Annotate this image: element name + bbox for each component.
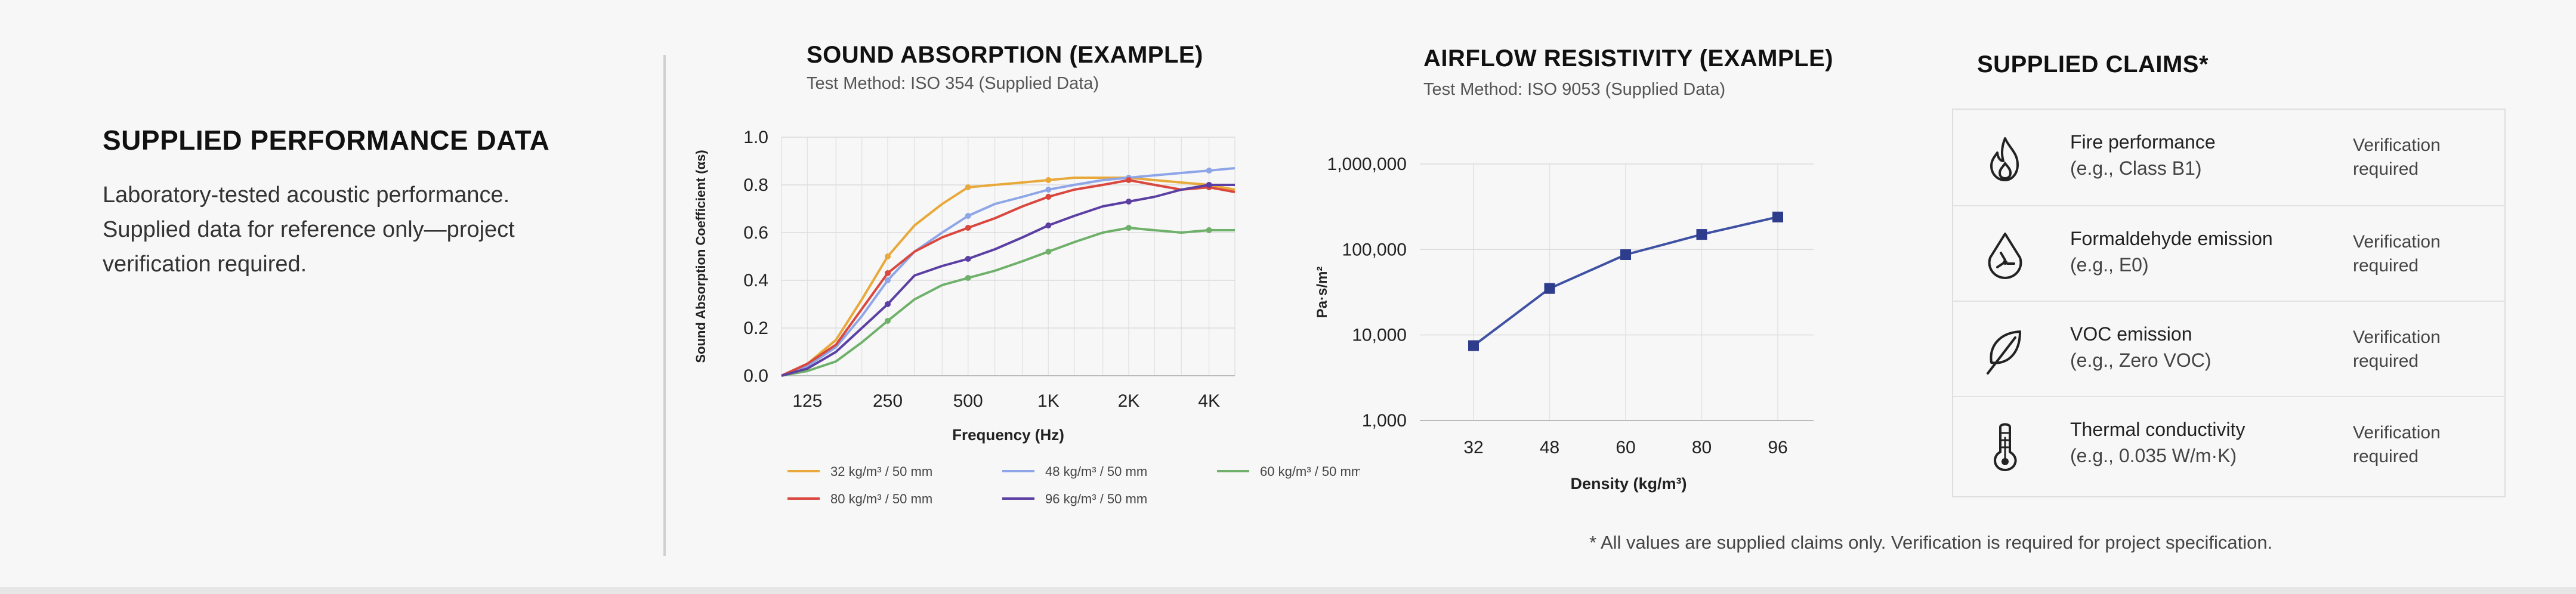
panel-bottom-border [0,587,2576,594]
claim-row-fire: Fire performance (e.g., Class B1) Verifi… [1953,110,2504,205]
claim-subtitle: (e.g., Class B1) [2070,157,2202,179]
data-point [1125,177,1132,183]
data-point [965,184,971,190]
data-point [885,277,891,283]
claim-row-formaldehyde: Formaldehyde emission (e.g., E0) Verific… [1953,205,2504,302]
data-point [965,256,971,262]
claim-title: VOC emission [2070,323,2192,345]
leaf-icon [1987,330,2021,375]
x-axis-label: Frequency (Hz) [952,426,1064,444]
series-line [781,167,1236,377]
x-tick-label: 60 [1616,438,1635,457]
intro-section: SUPPLIED PERFORMANCE DATA Laboratory-tes… [103,124,640,281]
y-tick-label: 0.4 [743,271,768,290]
flame-icon [1990,137,2019,181]
legend-label: 96 kg/m³ / 50 mm [1045,491,1147,506]
airflow-chart-subtitle: Test Method: ISO 9053 (Supplied Data) [1423,80,1726,99]
claim-status: Verification required [2353,423,2441,466]
y-tick-label: 1,000,000 [1327,154,1407,174]
airflow-chart-title: AIRFLOW RESISTIVITY (EXAMPLE) [1423,45,1834,72]
data-point [1772,211,1783,222]
airflow-chart: 1,000 10,000 100,000 1,000,000 32 48 60 80 96 Den… [1314,154,1814,493]
claim-subtitle: (e.g., Zero VOC) [2070,349,2211,371]
data-point [1544,283,1555,294]
x-tick-label: 32 [1463,438,1483,457]
y-tick-label: 1,000 [1362,411,1407,431]
absorption-chart-title: SOUND ABSORPTION (EXAMPLE) [807,42,1203,68]
data-point [1206,182,1212,188]
data-point [1206,227,1212,233]
x-tick-label: 4K [1198,391,1220,411]
footnote: * All values are supplied claims only. V… [1589,532,2273,553]
x-axis-label: Density (kg/m³) [1570,475,1687,493]
x-tick-label: 80 [1692,438,1712,457]
series-line [781,227,1235,377]
legend-label: 60 kg/m³ / 50 mm [1260,464,1360,479]
intro-title: SUPPLIED PERFORMANCE DATA [103,125,550,156]
legend-label: 80 kg/m³ / 50 mm [830,491,932,506]
series-line [781,177,1236,377]
data-point [1045,194,1052,200]
y-tick-label: 10,000 [1352,326,1407,345]
data-point [1125,199,1132,205]
data-point [885,253,891,259]
thermometer-icon [1994,423,2017,471]
data-point [1125,225,1132,231]
data-point [1045,249,1052,255]
claim-title: Formaldehyde emission [2070,228,2273,249]
section-divider [663,55,666,556]
claim-status: Verification required [2353,135,2441,179]
intro-line-2: Supplied data for reference only—project [103,217,515,242]
hazard-drop-icon [1988,233,2022,279]
x-tick-label: 500 [953,391,983,411]
data-point [885,301,891,307]
data-point [965,213,971,219]
y-tick-label: 0.8 [743,175,768,195]
y-axis-label: Pa·s/m² [1314,267,1330,318]
intro-description: Laboratory-tested acoustic performance. … [103,178,640,281]
y-tick-label: 1.0 [743,128,768,147]
claim-status: Verification required [2353,232,2441,276]
claims-table: Fire performance (e.g., Class B1) Verifi… [1952,109,2506,497]
claim-title: Fire performance [2070,131,2216,153]
y-tick-label: 100,000 [1342,240,1407,259]
data-point [1696,229,1707,240]
data-point [965,275,971,281]
intro-line-3: verification required. [103,252,307,277]
data-point [965,225,971,231]
data-point [1045,187,1052,193]
data-point [885,270,891,276]
x-tick-label: 48 [1540,438,1559,457]
claim-title: Thermal conductivity [2070,419,2245,440]
absorption-chart-subtitle: Test Method: ISO 354 (Supplied Data) [807,74,1099,93]
legend-label: 32 kg/m³ / 50 mm [830,464,932,479]
y-tick-label: 0.6 [743,223,768,243]
claim-row-voc: VOC emission (e.g., Zero VOC) Verificati… [1953,301,2504,397]
absorption-chart: 0.0 0.2 0.4 0.6 0.8 1.0 125 250 500 1K 2K 4K Frequen… [693,128,1360,506]
data-point [1045,177,1052,183]
data-point [885,318,891,324]
x-tick-label: 1K [1037,391,1060,411]
data-point [1045,222,1052,228]
x-tick-label: 125 [792,391,822,411]
series-line [781,184,1235,377]
x-tick-label: 250 [873,391,903,411]
y-tick-label: 0.0 [743,366,768,386]
x-tick-label: 2K [1118,391,1140,411]
data-point [1206,168,1212,174]
data-point [1468,340,1479,351]
claim-row-thermal: Thermal conductivity (e.g., 0.035 W/m·K)… [1953,396,2504,493]
intro-line-1: Laboratory-tested acoustic performance. [103,182,510,208]
series-line [781,179,1236,377]
claim-status: Verification required [2353,327,2441,371]
y-axis-label: Sound Absorption Coefficient (αs) [693,150,708,363]
claims-title: SUPPLIED CLAIMS* [1977,51,2209,78]
data-point [1620,249,1631,261]
claim-subtitle: (e.g., 0.035 W/m·K) [2070,445,2237,466]
legend-label: 48 kg/m³ / 50 mm [1045,464,1147,479]
y-tick-label: 0.2 [743,318,768,338]
claim-subtitle: (e.g., E0) [2070,254,2149,276]
x-tick-label: 96 [1768,438,1787,457]
